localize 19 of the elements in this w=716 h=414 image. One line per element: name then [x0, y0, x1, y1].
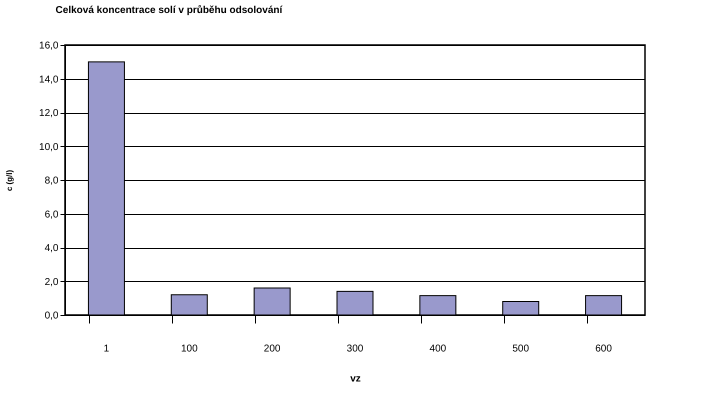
y-tick-label: 12,0 [39, 108, 59, 119]
y-tick-label: 10,0 [39, 142, 59, 153]
y-tick-label: 4,0 [44, 243, 59, 254]
y-axis-title: c (g/l) [5, 170, 14, 192]
y-tick-label: 8,0 [44, 176, 59, 186]
x-tick-label: 600 [595, 344, 612, 354]
y-tick-label: 0,0 [44, 310, 59, 322]
x-tick-label: 200 [264, 344, 281, 354]
y-tick-label: 16,0 [39, 40, 59, 52]
x-tick-label: 1 [104, 344, 110, 354]
x-tick-label: 500 [512, 344, 530, 354]
chart-title: Celková koncentrace solí v průběhu odsolování [56, 4, 284, 16]
y-tick-label: 6,0 [44, 209, 59, 220]
x-tick-label: 400 [430, 344, 447, 354]
x-tick-label: 100 [180, 344, 198, 354]
y-tick-label: 2,0 [44, 276, 59, 288]
y-tick-label: 14,0 [39, 74, 59, 86]
x-tick-label: 300 [346, 344, 364, 354]
x-axis-title: vz [350, 374, 361, 384]
